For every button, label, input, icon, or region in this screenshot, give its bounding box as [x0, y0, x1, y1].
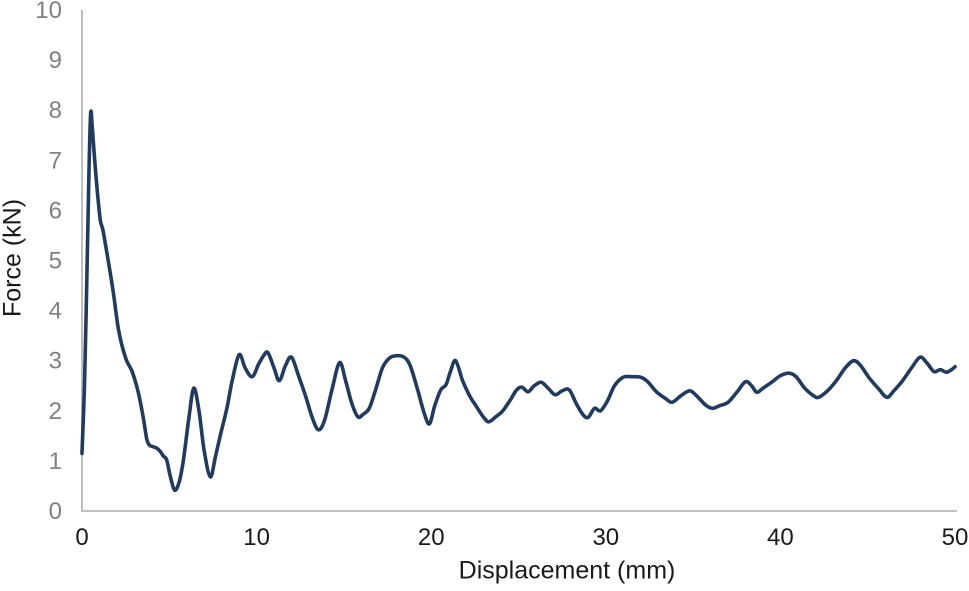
- y-tick-label: 0: [49, 498, 62, 525]
- x-axis-title: Displacement (mm): [458, 556, 676, 585]
- x-tick-label: 0: [75, 524, 88, 551]
- y-tick-label: 1: [49, 448, 62, 475]
- y-tick-label: 8: [49, 97, 62, 124]
- x-tick-label: 50: [942, 524, 969, 551]
- x-tick-label: 40: [767, 524, 794, 551]
- y-tick-label: 10: [35, 0, 62, 24]
- y-tick-label: 4: [49, 298, 62, 325]
- y-tick-label: 6: [49, 197, 62, 224]
- x-tick-label: 30: [592, 524, 619, 551]
- y-tick-label: 9: [49, 47, 62, 74]
- x-tick-label: 10: [243, 524, 270, 551]
- x-tick-label: 20: [418, 524, 445, 551]
- y-tick-label: 3: [49, 348, 62, 375]
- force-curve: [80, 109, 957, 493]
- y-tick-label: 5: [49, 248, 62, 275]
- y-axis-title: Force (kN): [0, 198, 27, 318]
- y-tick-label: 7: [49, 147, 62, 174]
- y-tick-label: 2: [49, 398, 62, 425]
